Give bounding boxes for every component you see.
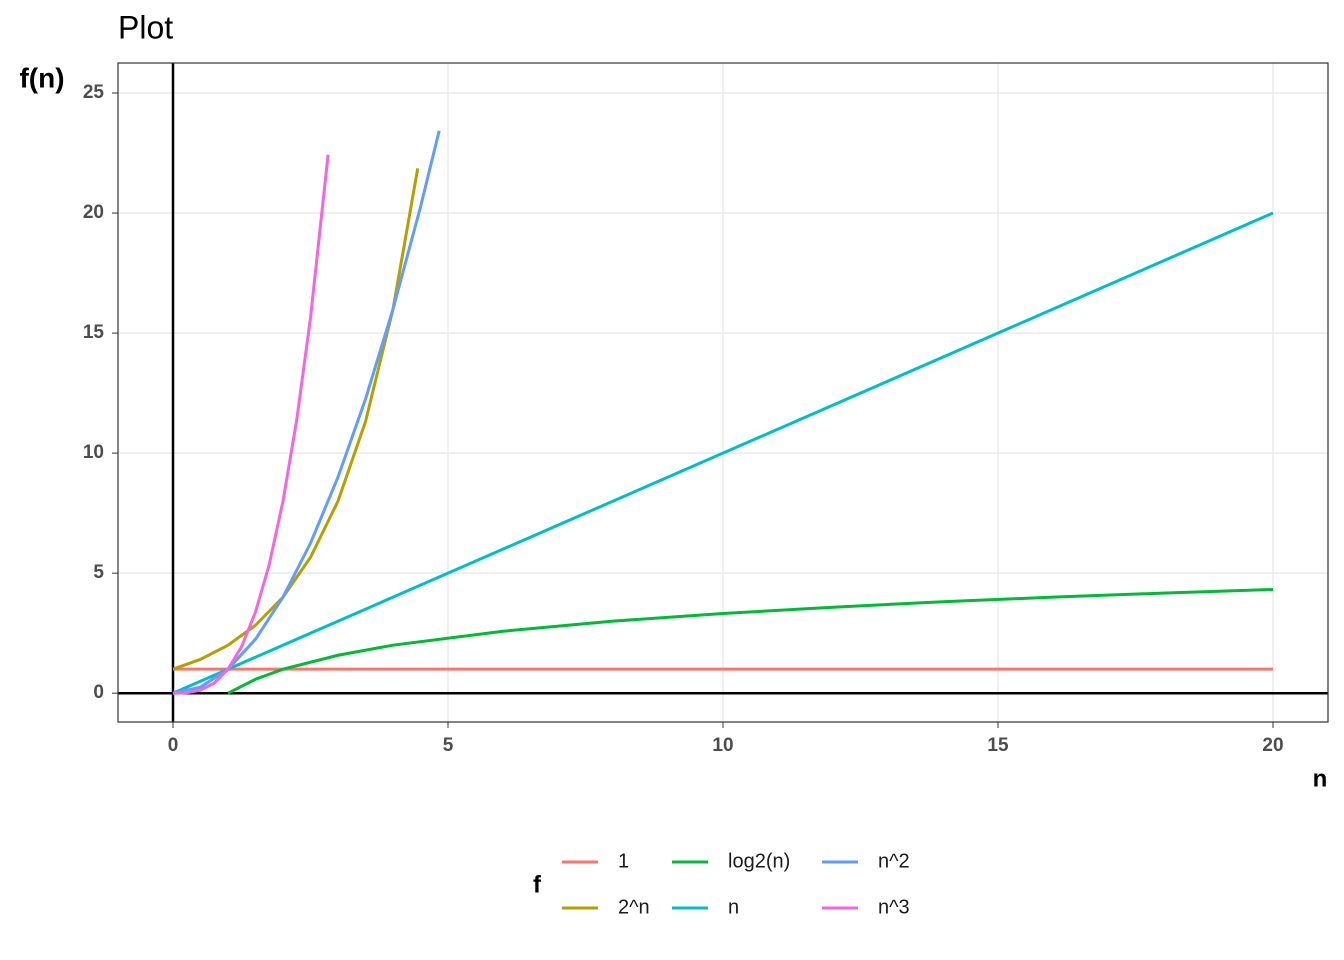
series-line [227, 587, 1274, 695]
legend-label: 2^n [618, 896, 650, 918]
plot-border [117, 62, 1329, 723]
legend-label: n [728, 896, 739, 918]
legend-label: 1 [618, 850, 629, 872]
chart-title: Plot [118, 9, 173, 45]
y-tick-label: 10 [83, 442, 104, 463]
series-line [172, 211, 1274, 695]
series-line [172, 168, 420, 671]
x-axis-label: n [1313, 765, 1328, 792]
x-tick-label: 10 [712, 735, 733, 756]
series-line [172, 154, 330, 695]
y-tick-label: 15 [83, 322, 105, 343]
y-tick-label: 0 [93, 682, 104, 703]
x-tick-label: 5 [443, 735, 454, 756]
x-tick-label: 20 [1262, 735, 1283, 756]
legend-label: n^3 [878, 896, 910, 918]
y-tick-label: 5 [93, 562, 104, 583]
series-line [172, 130, 441, 695]
legend-title: f [533, 871, 542, 898]
y-axis-label: f(n) [19, 62, 64, 93]
x-tick-label: 15 [987, 735, 1009, 756]
y-tick-label: 25 [83, 82, 105, 103]
x-tick-label: 0 [168, 735, 179, 756]
legend-label: n^2 [878, 850, 910, 872]
legend-label: log2(n) [728, 850, 790, 872]
y-tick-label: 20 [83, 202, 104, 223]
